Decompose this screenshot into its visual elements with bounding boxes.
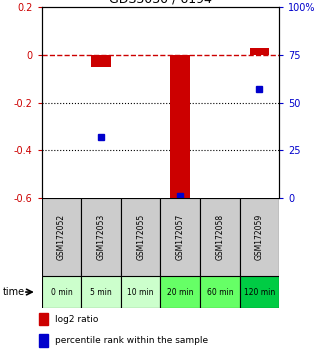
Bar xyxy=(42,198,81,276)
Bar xyxy=(240,198,279,276)
Bar xyxy=(42,276,81,308)
Text: 5 min: 5 min xyxy=(90,287,112,297)
Text: 10 min: 10 min xyxy=(127,287,154,297)
Text: log2 ratio: log2 ratio xyxy=(55,314,98,324)
Bar xyxy=(81,198,121,276)
Bar xyxy=(121,276,160,308)
Title: GDS3030 / 6194: GDS3030 / 6194 xyxy=(109,0,212,6)
Bar xyxy=(81,276,121,308)
Text: GSM172053: GSM172053 xyxy=(97,214,106,260)
Text: 0 min: 0 min xyxy=(51,287,73,297)
Text: GSM172052: GSM172052 xyxy=(57,214,66,260)
Text: GSM172057: GSM172057 xyxy=(176,214,185,260)
Text: 60 min: 60 min xyxy=(207,287,233,297)
Bar xyxy=(39,334,48,347)
Text: 20 min: 20 min xyxy=(167,287,194,297)
Bar xyxy=(160,198,200,276)
Bar xyxy=(200,198,240,276)
Bar xyxy=(160,276,200,308)
Bar xyxy=(39,313,48,325)
Text: GSM172058: GSM172058 xyxy=(215,214,224,260)
Text: percentile rank within the sample: percentile rank within the sample xyxy=(55,336,208,345)
Bar xyxy=(240,276,279,308)
Text: time: time xyxy=(3,287,25,297)
Text: GSM172059: GSM172059 xyxy=(255,214,264,260)
Text: 120 min: 120 min xyxy=(244,287,275,297)
Bar xyxy=(170,55,190,198)
Text: GSM172055: GSM172055 xyxy=(136,214,145,260)
Bar xyxy=(121,198,160,276)
Bar xyxy=(200,276,240,308)
Bar xyxy=(249,48,269,55)
Bar xyxy=(91,55,111,67)
